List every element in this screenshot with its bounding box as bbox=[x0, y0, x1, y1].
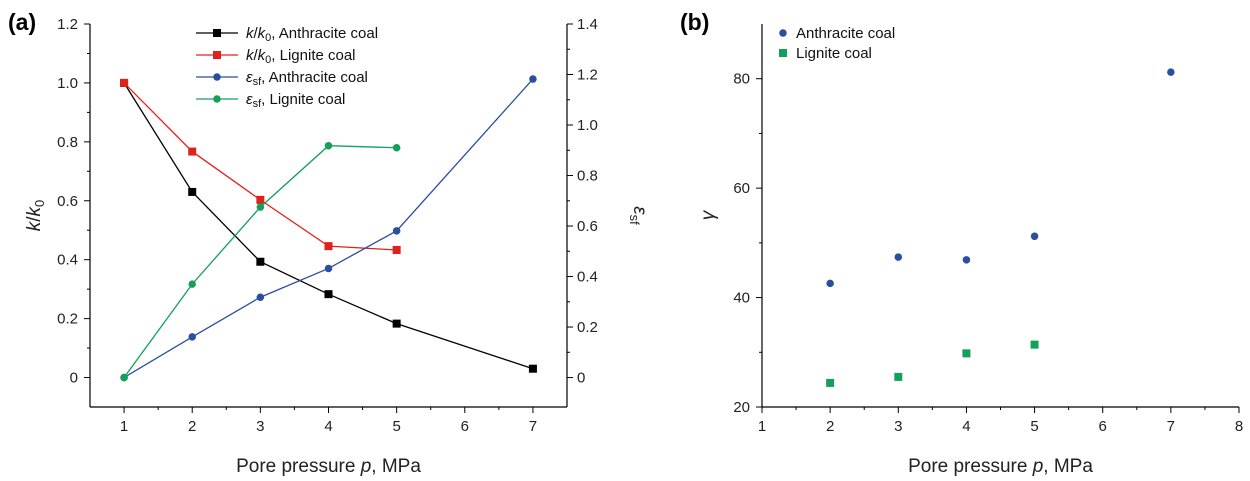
panel-b-chart: (b) 1 2 3 4 5 6 7 8 20 40 60 80 Pore pressure p, MPa γ… bbox=[680, 9, 1243, 477]
right-y-axis-label: εsf bbox=[627, 206, 650, 225]
y-tick-label: 60 bbox=[733, 180, 750, 197]
data-point-0 bbox=[894, 253, 903, 261]
x-tick-label: 2 bbox=[188, 418, 196, 435]
right-y-tick-label: 0.4 bbox=[577, 269, 598, 286]
data-point-3 bbox=[324, 141, 333, 150]
series-line-0 bbox=[123, 82, 534, 370]
x-axis-label: Pore pressure p, MPa bbox=[236, 456, 421, 477]
panel-a-chart: (a) 1 2 3 4 5 6 7 0 0.2 0.4 0.6 0.8 1.0 1.2 0 0.2 0.4 0.6 0… bbox=[8, 9, 650, 477]
data-point-0 bbox=[324, 290, 333, 299]
legend-marker bbox=[213, 51, 221, 59]
y-tick-label: 40 bbox=[733, 290, 750, 307]
y-tick-label: 20 bbox=[733, 399, 750, 416]
x-tick-label: 5 bbox=[1030, 418, 1038, 435]
y-tick-label: 80 bbox=[733, 71, 750, 88]
x-tick-label: 1 bbox=[120, 418, 128, 435]
left-y-tick-label: 0.4 bbox=[57, 252, 78, 269]
left-y-tick-label: 0.8 bbox=[57, 134, 78, 151]
data-point-0 bbox=[1167, 68, 1175, 76]
left-y-tick-label: 1.2 bbox=[57, 16, 78, 33]
legend-marker bbox=[213, 29, 221, 37]
left-y-tick-label: 1.0 bbox=[57, 75, 78, 92]
data-point-0 bbox=[528, 364, 537, 373]
data-point-1 bbox=[392, 245, 401, 254]
x-tick-label: 3 bbox=[256, 418, 264, 435]
left-y-tick-label: 0.6 bbox=[57, 193, 78, 210]
data-point-1 bbox=[188, 147, 197, 156]
data-point-2 bbox=[188, 333, 196, 341]
left-y-axis-label: k/k0 bbox=[24, 200, 47, 232]
data-point-2 bbox=[529, 75, 537, 83]
data-point-1 bbox=[894, 372, 903, 381]
data-point-1 bbox=[324, 242, 333, 251]
x-axis-label: Pore pressure p, MPa bbox=[908, 456, 1093, 477]
panel-label-b: (b) bbox=[680, 9, 709, 35]
x-tick-label: 7 bbox=[529, 418, 537, 435]
data-point-0 bbox=[1030, 232, 1039, 241]
legend-b: Anthracite coal Lignite coal bbox=[779, 25, 895, 62]
x-tick-label: 6 bbox=[1099, 418, 1107, 435]
x-tick-label: 4 bbox=[962, 418, 970, 435]
data-point-1 bbox=[962, 349, 971, 358]
y-axis-label: γ bbox=[698, 209, 719, 220]
legend-marker bbox=[779, 49, 787, 57]
legend-label: k/k0, Lignite coal bbox=[246, 47, 356, 66]
data-point-0 bbox=[826, 279, 834, 288]
series-line-2 bbox=[123, 78, 534, 379]
data-point-0 bbox=[188, 187, 197, 196]
data-point-2 bbox=[324, 264, 333, 273]
legend-a: k/k0, Anthracite coal k/k0, Lignite coal ε… bbox=[196, 25, 378, 110]
right-y-tick-label: 0 bbox=[577, 370, 585, 387]
legend-label: Anthracite coal bbox=[796, 25, 895, 42]
x-tick-label: 8 bbox=[1235, 418, 1243, 435]
right-y-tick-label: 1.4 bbox=[577, 16, 598, 33]
x-tick-label: 3 bbox=[894, 418, 902, 435]
right-y-tick-label: 0.6 bbox=[577, 218, 598, 235]
x-tick-label: 4 bbox=[324, 418, 332, 435]
legend-marker bbox=[779, 29, 787, 37]
legend-marker bbox=[213, 95, 221, 103]
left-y-tick-label: 0.2 bbox=[57, 311, 78, 328]
right-y-tick-label: 1.2 bbox=[577, 67, 598, 84]
x-tick-label: 2 bbox=[826, 418, 834, 435]
x-tick-label: 6 bbox=[461, 418, 469, 435]
data-point-3 bbox=[392, 143, 401, 152]
right-y-tick-label: 0.2 bbox=[577, 319, 598, 336]
data-point-1 bbox=[1030, 340, 1039, 349]
x-tick-label: 1 bbox=[758, 418, 766, 435]
left-y-tick-label: 0 bbox=[70, 370, 78, 387]
legend-label: k/k0, Anthracite coal bbox=[246, 25, 378, 44]
panel-label-a: (a) bbox=[8, 9, 36, 35]
data-point-0 bbox=[392, 319, 401, 328]
data-point-1 bbox=[256, 195, 265, 204]
data-point-1 bbox=[826, 378, 835, 387]
data-point-2 bbox=[256, 293, 265, 301]
data-point-3 bbox=[256, 203, 265, 211]
data-point-0 bbox=[256, 257, 265, 266]
x-tick-label: 7 bbox=[1167, 418, 1175, 435]
data-point-2 bbox=[392, 227, 401, 235]
data-point-1 bbox=[120, 78, 129, 87]
data-point-3 bbox=[188, 280, 196, 288]
legend-label: εsf, Anthracite coal bbox=[246, 69, 368, 88]
data-point-0 bbox=[962, 256, 971, 264]
data-point-3 bbox=[120, 373, 128, 382]
legend-label: Lignite coal bbox=[796, 45, 872, 62]
right-y-tick-label: 0.8 bbox=[577, 168, 598, 185]
x-tick-label: 5 bbox=[392, 418, 400, 435]
right-y-tick-label: 1.0 bbox=[577, 117, 598, 134]
legend-marker bbox=[213, 73, 221, 81]
legend-label: εsf, Lignite coal bbox=[246, 91, 345, 110]
